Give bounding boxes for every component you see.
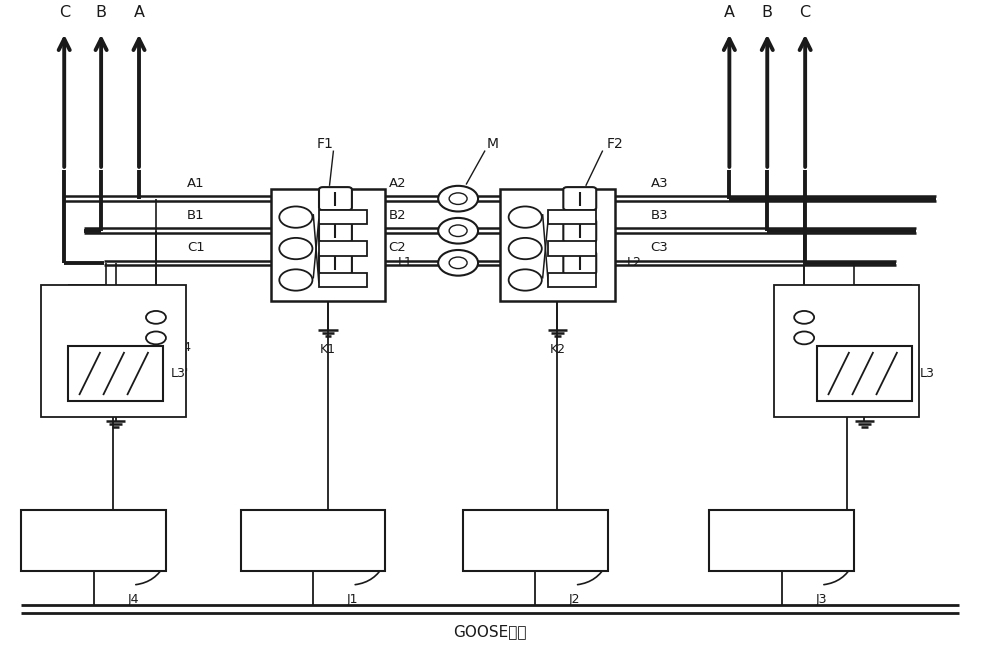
Text: A1: A1 [187, 177, 205, 190]
Circle shape [794, 331, 814, 344]
Circle shape [509, 238, 542, 259]
Text: C3: C3 [651, 241, 668, 254]
Bar [68, 346, 163, 401]
Circle shape [279, 269, 312, 291]
Text: K2: K2 [549, 343, 565, 356]
Circle shape [438, 250, 478, 276]
Bar [500, 189, 615, 301]
FancyBboxPatch shape [563, 251, 596, 275]
Text: A: A [724, 5, 735, 20]
Circle shape [146, 311, 166, 324]
Text: L3': L3' [171, 367, 189, 380]
Text: J2: J2 [569, 593, 581, 607]
Text: A3: A3 [651, 177, 668, 190]
Circle shape [279, 207, 312, 228]
Text: F2: F2 [606, 136, 623, 151]
Text: 第三处理装置: 第三处理装置 [757, 534, 807, 547]
Text: J3: J3 [815, 593, 827, 607]
Text: A: A [134, 5, 145, 20]
Bar [709, 510, 854, 571]
Bar [241, 510, 385, 571]
Text: C2: C2 [388, 241, 406, 254]
Text: 第二处理装置: 第二处理装置 [510, 534, 561, 547]
Text: L2: L2 [627, 256, 642, 269]
FancyBboxPatch shape [319, 219, 352, 242]
Circle shape [449, 193, 467, 204]
Text: L3: L3 [920, 367, 935, 380]
Circle shape [438, 218, 478, 244]
Text: J4: J4 [127, 593, 139, 607]
Text: B: B [96, 5, 107, 20]
Text: 第一处理装置: 第一处理装置 [288, 534, 338, 547]
Text: B3: B3 [651, 209, 668, 222]
Text: C: C [800, 5, 811, 20]
Circle shape [146, 331, 166, 344]
Bar [774, 286, 919, 417]
Text: C1: C1 [187, 241, 205, 254]
Bar [271, 189, 385, 301]
Bar [548, 241, 596, 256]
Circle shape [449, 257, 467, 269]
Circle shape [509, 207, 542, 228]
FancyBboxPatch shape [319, 251, 352, 275]
FancyBboxPatch shape [319, 187, 352, 210]
Circle shape [509, 269, 542, 291]
Text: M: M [487, 136, 499, 151]
Bar [319, 273, 367, 287]
Bar [319, 210, 367, 224]
Bar [319, 241, 367, 256]
Bar [548, 210, 596, 224]
Text: C: C [59, 5, 70, 20]
Bar [817, 346, 912, 401]
Text: K1: K1 [320, 343, 336, 356]
Text: K3: K3 [824, 341, 840, 354]
Text: K4: K4 [176, 341, 192, 354]
Text: B1: B1 [187, 209, 205, 222]
Circle shape [438, 186, 478, 211]
Text: F1: F1 [317, 136, 334, 151]
Circle shape [794, 311, 814, 324]
FancyBboxPatch shape [563, 187, 596, 210]
Circle shape [449, 225, 467, 236]
Bar [41, 286, 186, 417]
FancyBboxPatch shape [563, 219, 596, 242]
Text: L1: L1 [397, 256, 412, 269]
Bar [548, 273, 596, 287]
Text: 第四处理装置: 第四处理装置 [69, 534, 119, 547]
Text: J1: J1 [347, 593, 358, 607]
Text: B: B [762, 5, 773, 20]
Text: B2: B2 [388, 209, 406, 222]
Bar [463, 510, 608, 571]
Text: A2: A2 [388, 177, 406, 190]
Circle shape [279, 238, 312, 259]
Text: GOOSE网络: GOOSE网络 [453, 624, 527, 639]
Bar [21, 510, 166, 571]
